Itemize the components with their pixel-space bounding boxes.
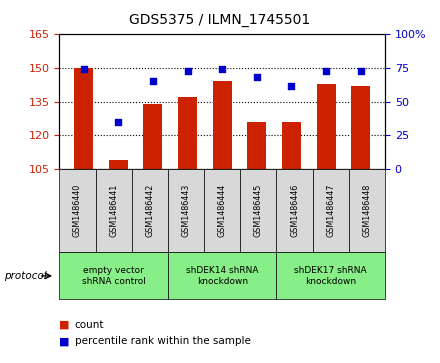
Text: count: count [75, 320, 104, 330]
Text: empty vector
shRNA control: empty vector shRNA control [82, 266, 146, 286]
Bar [143, 104, 162, 169]
Text: GSM1486447: GSM1486447 [326, 184, 335, 237]
Bar [351, 86, 370, 169]
Text: GSM1486444: GSM1486444 [218, 184, 227, 237]
Bar [213, 81, 232, 169]
Point [253, 74, 260, 80]
Text: GDS5375 / ILMN_1745501: GDS5375 / ILMN_1745501 [129, 13, 311, 27]
Text: GSM1486443: GSM1486443 [182, 184, 191, 237]
Bar [316, 84, 336, 169]
Text: GSM1486445: GSM1486445 [254, 184, 263, 237]
Text: GSM1486446: GSM1486446 [290, 184, 299, 237]
Bar [109, 160, 128, 169]
Point [115, 119, 122, 125]
Point [288, 83, 295, 89]
Text: protocol: protocol [4, 271, 47, 281]
Point [80, 66, 87, 72]
Bar [282, 122, 301, 169]
Text: ■: ■ [59, 336, 70, 346]
Text: shDEK17 shRNA
knockdown: shDEK17 shRNA knockdown [294, 266, 367, 286]
Bar [247, 122, 266, 169]
Text: ■: ■ [59, 320, 70, 330]
Point [184, 68, 191, 74]
Text: GSM1486448: GSM1486448 [363, 184, 371, 237]
Text: shDEK14 shRNA
knockdown: shDEK14 shRNA knockdown [186, 266, 258, 286]
Text: GSM1486440: GSM1486440 [73, 184, 82, 237]
Bar [74, 68, 93, 169]
Text: percentile rank within the sample: percentile rank within the sample [75, 336, 251, 346]
Point [150, 79, 157, 85]
Point [323, 68, 330, 74]
Text: GSM1486442: GSM1486442 [145, 184, 154, 237]
Text: GSM1486441: GSM1486441 [109, 184, 118, 237]
Point [219, 66, 226, 72]
Point [357, 68, 364, 74]
Bar [178, 97, 197, 169]
